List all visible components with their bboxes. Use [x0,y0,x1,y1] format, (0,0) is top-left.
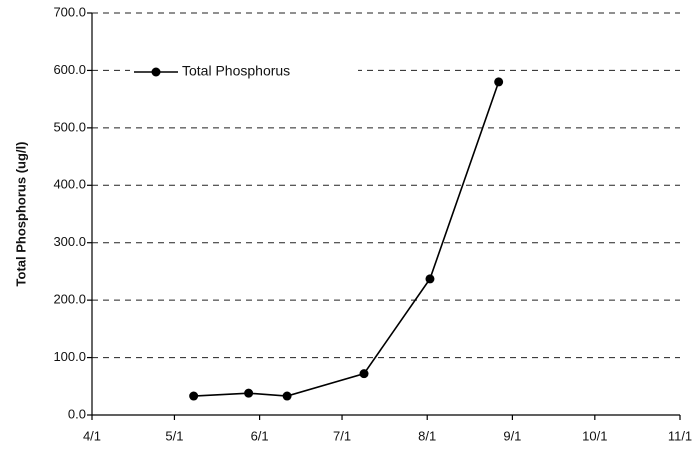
x-tick-label: 7/1 [333,428,351,443]
y-tick-label: 100.0 [53,349,86,364]
y-tick-label: 400.0 [53,177,86,192]
y-tick-label: 0.0 [68,406,86,421]
x-tick-label: 5/1 [165,428,183,443]
data-point [494,77,504,87]
y-tick-label: 300.0 [53,234,86,249]
data-point [244,388,254,398]
y-tick-label: 600.0 [53,62,86,77]
data-point [282,391,292,401]
x-tick-label: 9/1 [503,428,521,443]
legend-label: Total Phosphorus [182,63,290,79]
x-tick-label: 4/1 [83,428,101,443]
data-point [425,274,435,284]
data-line [193,81,500,397]
y-tick-label: 700.0 [53,4,86,19]
y-tick-label: 500.0 [53,119,86,134]
data-point [189,391,199,401]
legend-bg [130,62,358,82]
y-axis-title: Total Phosphorus (ug/l) [13,142,28,287]
x-tick-label: 10/1 [582,428,607,443]
x-tick-label: 6/1 [251,428,269,443]
x-tick-label: 8/1 [418,428,436,443]
y-tick-label: 200.0 [53,292,86,307]
x-tick-label: 11/1 [668,428,692,443]
legend-marker [151,67,161,77]
data-point [359,369,369,379]
